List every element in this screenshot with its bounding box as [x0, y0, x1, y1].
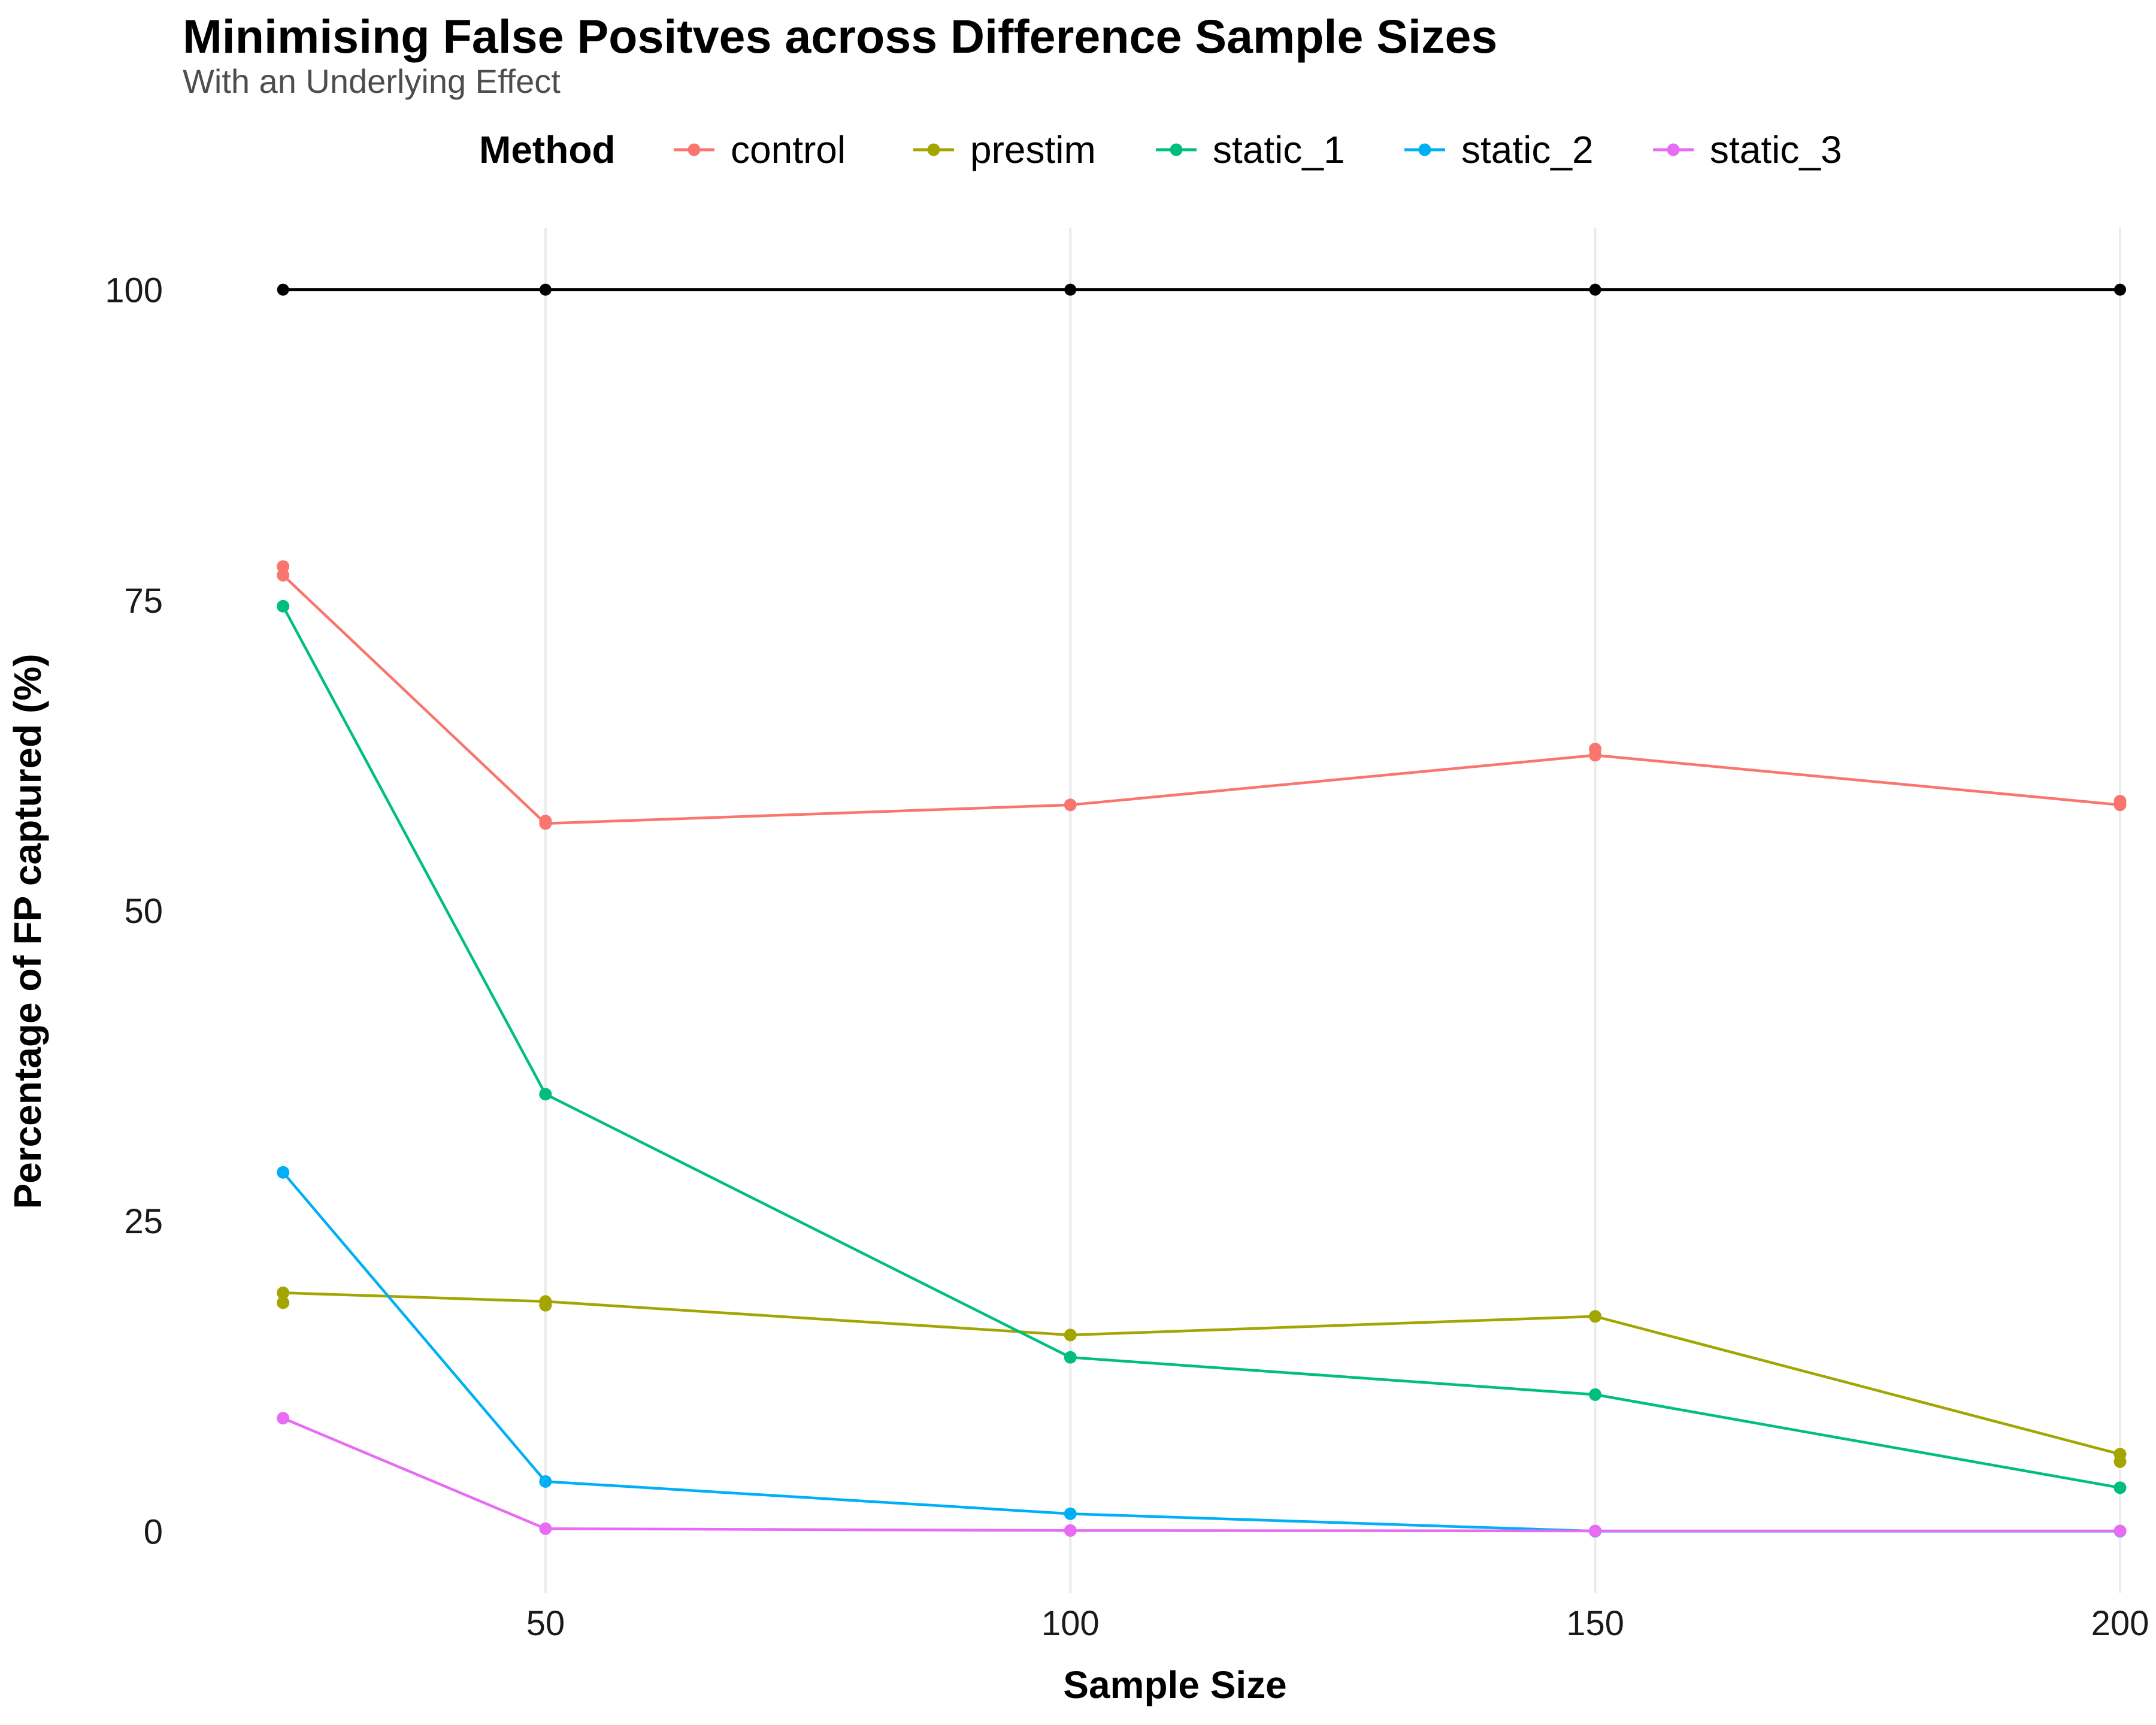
y-tick-label: 0 [144, 1512, 163, 1551]
x-axis-label: Sample Size [1063, 1663, 1287, 1706]
chart-subtitle: With an Underlying Effect [183, 62, 561, 100]
x-axis-ticks: 50 100 150 200 [526, 1604, 2149, 1643]
data-point-static_1 [2113, 1481, 2127, 1494]
x-tick-label: 150 [1566, 1604, 1624, 1643]
data-point-static_3 [277, 1412, 290, 1425]
legend-label: prestim [970, 128, 1096, 171]
data-point-static_2 [277, 1166, 290, 1179]
series-control [277, 560, 2127, 830]
legend-item-control: control [674, 128, 846, 171]
data-point-static_2 [539, 1475, 552, 1488]
y-tick-label: 100 [105, 271, 163, 310]
chart-title: Minimising False Positves across Differe… [183, 10, 1497, 63]
legend-key-point [1170, 143, 1183, 156]
y-axis-ticks: 0 25 50 75 100 [105, 271, 163, 1552]
data-point-prestim [277, 1296, 290, 1309]
legend-item-static_1: static_1 [1156, 128, 1345, 171]
data-point-static_1 [1064, 1351, 1077, 1364]
data-point-static_3 [2113, 1524, 2127, 1538]
data-point-control [277, 568, 290, 582]
data-point-prestim [1589, 1310, 1602, 1323]
data-point-static_3 [1589, 1524, 1602, 1538]
legend-key-point [688, 143, 701, 156]
y-tick-label: 25 [124, 1202, 163, 1241]
data-point-control [539, 815, 552, 828]
data-point-prestim [539, 1299, 552, 1312]
data-point-static_3 [539, 1522, 552, 1535]
y-tick-label: 50 [124, 892, 163, 931]
reference-point [539, 283, 552, 296]
y-axis-label: Percentage of FP captured (%) [6, 653, 49, 1209]
data-point-prestim [1064, 1328, 1077, 1342]
legend-label: static_2 [1461, 128, 1594, 171]
legend-label: control [731, 128, 846, 171]
legend-label: static_3 [1710, 128, 1842, 171]
data-point-control [1064, 798, 1077, 812]
data-point-control [277, 560, 290, 573]
reference-line-group [277, 283, 2126, 296]
data-point-prestim [277, 1286, 290, 1299]
data-point-static_1 [277, 600, 290, 613]
y-tick-label: 75 [124, 582, 163, 621]
data-point-static_2 [1064, 1507, 1077, 1520]
reference-point [277, 283, 289, 296]
data-point-static_1 [1589, 1388, 1602, 1401]
legend-key-point [1418, 143, 1431, 156]
legend-key-point [1667, 143, 1680, 156]
legend-key-point [927, 143, 940, 156]
legend: Method control prestim static_1 static_2 sta… [479, 128, 1842, 171]
reference-point [2114, 283, 2126, 296]
series-prestim [277, 1286, 2127, 1468]
series-static_3 [277, 1412, 2127, 1538]
gridlines [544, 228, 2121, 1593]
data-point-control [1589, 743, 1602, 756]
x-tick-label: 200 [2091, 1604, 2149, 1643]
data-point-static_3 [1064, 1524, 1077, 1537]
x-tick-label: 100 [1041, 1604, 1100, 1643]
series-static_1 [277, 600, 2127, 1494]
legend-item-static_3: static_3 [1653, 128, 1842, 171]
data-point-prestim [2113, 1455, 2127, 1468]
x-tick-label: 50 [526, 1604, 565, 1643]
reference-point [1589, 283, 1601, 296]
data-point-control [2113, 795, 2127, 808]
legend-label: static_1 [1213, 128, 1345, 171]
series-layer [277, 560, 2127, 1538]
legend-title: Method [479, 128, 616, 171]
data-point-static_1 [539, 1088, 552, 1101]
legend-item-static_2: static_2 [1404, 128, 1594, 171]
reference-point [1064, 283, 1077, 296]
legend-item-prestim: prestim [913, 128, 1096, 171]
